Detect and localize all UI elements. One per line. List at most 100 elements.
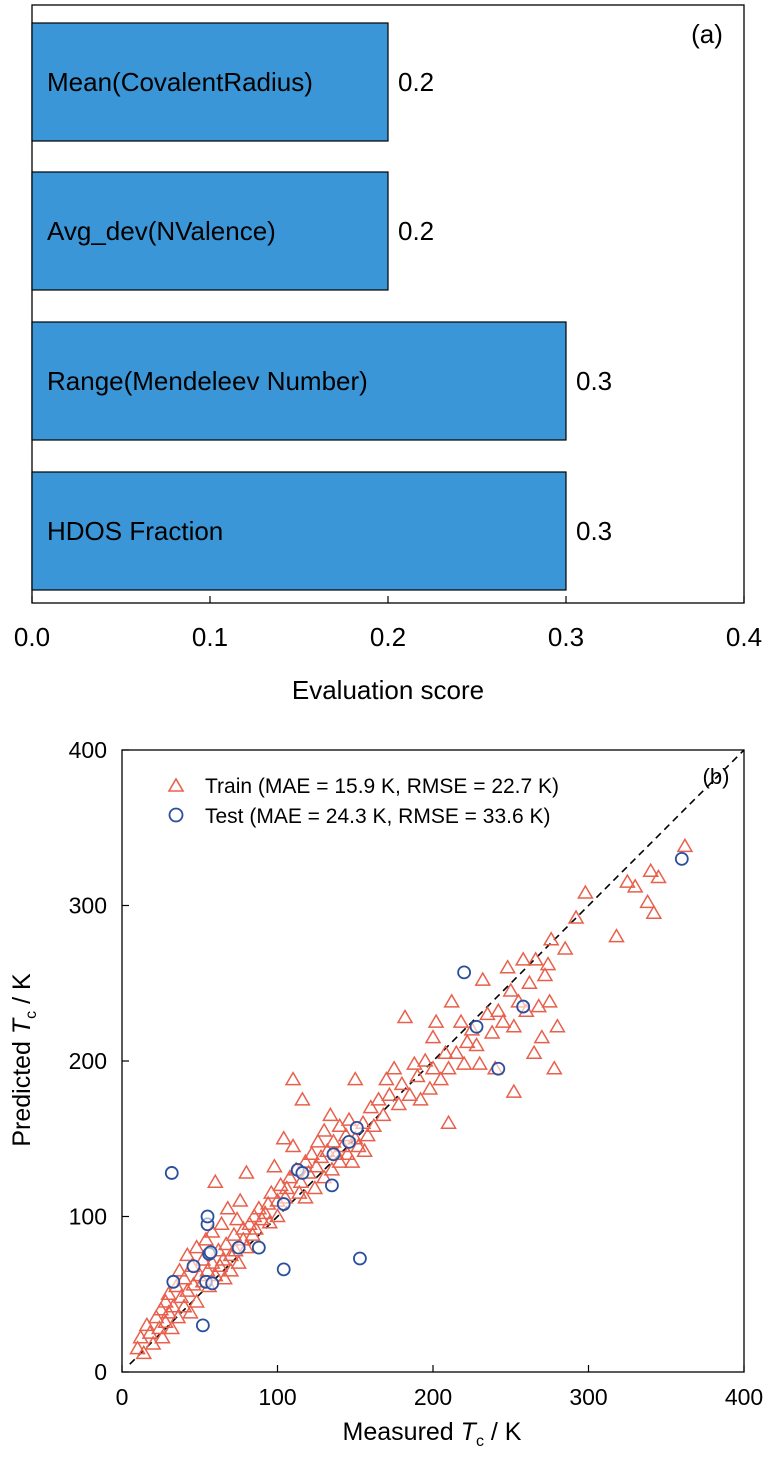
legend-train-marker	[167, 777, 185, 792]
train-point	[216, 1270, 233, 1285]
panel-a-x-axis-label: Evaluation score	[292, 675, 484, 705]
train-point	[157, 1313, 174, 1328]
bar-value-label: 0.3	[576, 516, 612, 546]
bar-category-label: Range(Mendeleev Number)	[47, 366, 368, 396]
test-point	[186, 1259, 201, 1274]
train-point	[247, 1220, 265, 1235]
train-point	[275, 1130, 293, 1145]
train-point	[182, 1304, 199, 1319]
test-point	[205, 1276, 220, 1291]
x-tick-label: 200	[414, 1384, 452, 1410]
train-point	[406, 1055, 423, 1070]
train-point	[284, 1138, 302, 1153]
panel-b: 0 100 200 300 400 0 100 200 300 400 Train (MAE = …	[8, 737, 763, 1450]
train-point	[455, 1055, 473, 1070]
panel-a-label: (a)	[691, 19, 723, 49]
train-point	[474, 971, 492, 986]
test-point	[491, 1061, 506, 1076]
bar-value-label: 0.2	[398, 216, 434, 246]
panel-b-y-axis-label: Predicted Tc / K	[8, 973, 40, 1147]
test-point	[276, 1262, 291, 1277]
train-point	[231, 1192, 249, 1207]
train-point	[533, 1029, 551, 1044]
train-point	[281, 1169, 299, 1184]
train-point	[228, 1211, 246, 1226]
x-axis-label-unit: / K	[484, 1418, 522, 1446]
train-point	[340, 1111, 358, 1126]
legend-test-label: Test (MAE = 24.3 K, RMSE = 33.6 K)	[205, 805, 550, 828]
train-point	[217, 1236, 235, 1251]
y-tick-label: 100	[69, 1204, 107, 1230]
train-point	[346, 1071, 364, 1086]
train-point	[443, 993, 460, 1008]
x-tick-label: 0.1	[192, 622, 228, 652]
train-point	[323, 1161, 341, 1176]
test-point	[164, 1166, 179, 1180]
train-point	[219, 1200, 237, 1215]
panel-a: Mean(CovalentRadius) 0.2 Avg_dev(NValence)…	[14, 4, 762, 705]
panel-b-x-axis-label: Measured Tc / K	[343, 1418, 522, 1450]
test-point	[469, 1019, 484, 1034]
train-point	[530, 998, 548, 1013]
train-point	[306, 1180, 324, 1195]
train-point	[278, 1180, 296, 1195]
train-point	[188, 1293, 205, 1308]
bar-category-label: HDOS Fraction	[47, 516, 223, 546]
test-point	[674, 851, 689, 866]
train-point	[374, 1106, 392, 1122]
train-point	[650, 869, 667, 884]
y-tick-label: 200	[69, 1048, 107, 1074]
train-point	[331, 1153, 349, 1168]
train-point	[525, 1044, 543, 1059]
test-point	[200, 1209, 215, 1224]
x-tick-label: 0	[116, 1384, 129, 1410]
train-point	[542, 931, 560, 946]
train-point	[203, 1254, 221, 1269]
train-point	[385, 1060, 403, 1075]
identity-reference-line	[129, 749, 745, 1365]
train-point	[556, 940, 574, 955]
train-point	[241, 1215, 258, 1231]
train-point	[608, 928, 625, 943]
x-tick-label: 0.0	[14, 622, 50, 652]
bar-value-label: 0.2	[398, 67, 434, 97]
legend-train-label: Train (MAE = 15.9 K, RMSE = 22.7 K)	[205, 775, 559, 798]
train-point	[175, 1270, 193, 1285]
train-point	[468, 1036, 485, 1052]
train-point	[245, 1208, 263, 1223]
train-point	[452, 1013, 470, 1028]
train-point	[272, 1176, 289, 1192]
train-point	[424, 1060, 442, 1075]
train-point	[424, 1029, 442, 1044]
train-point	[471, 1055, 488, 1070]
test-point	[195, 1318, 210, 1333]
train-point	[157, 1293, 174, 1308]
panel-b-label: (b)	[703, 764, 730, 789]
y-axis-label-subscript: c	[23, 1011, 40, 1019]
train-point	[315, 1122, 333, 1137]
train-point	[214, 1251, 232, 1266]
train-point	[536, 966, 554, 982]
test-series	[164, 851, 689, 1333]
train-point	[626, 878, 644, 893]
train-point	[409, 1068, 426, 1083]
train-point	[169, 1309, 187, 1324]
y-tick-label: 400	[69, 737, 107, 763]
train-point	[390, 1096, 408, 1111]
train-point	[171, 1262, 188, 1277]
test-point	[251, 1240, 266, 1255]
train-point	[356, 1142, 373, 1157]
x-axis-label-variable: T	[461, 1418, 478, 1446]
train-point	[262, 1184, 280, 1199]
bar-category-label: Avg_dev(NValence)	[47, 216, 276, 246]
train-point	[362, 1099, 380, 1114]
x-tick-label: 0.2	[370, 622, 406, 652]
train-point	[549, 1018, 566, 1033]
test-point	[349, 1120, 364, 1135]
x-tick-label: 0.3	[548, 622, 584, 652]
train-point	[619, 873, 636, 888]
train-point	[163, 1319, 181, 1335]
train-series	[129, 837, 694, 1360]
train-point	[412, 1091, 429, 1106]
